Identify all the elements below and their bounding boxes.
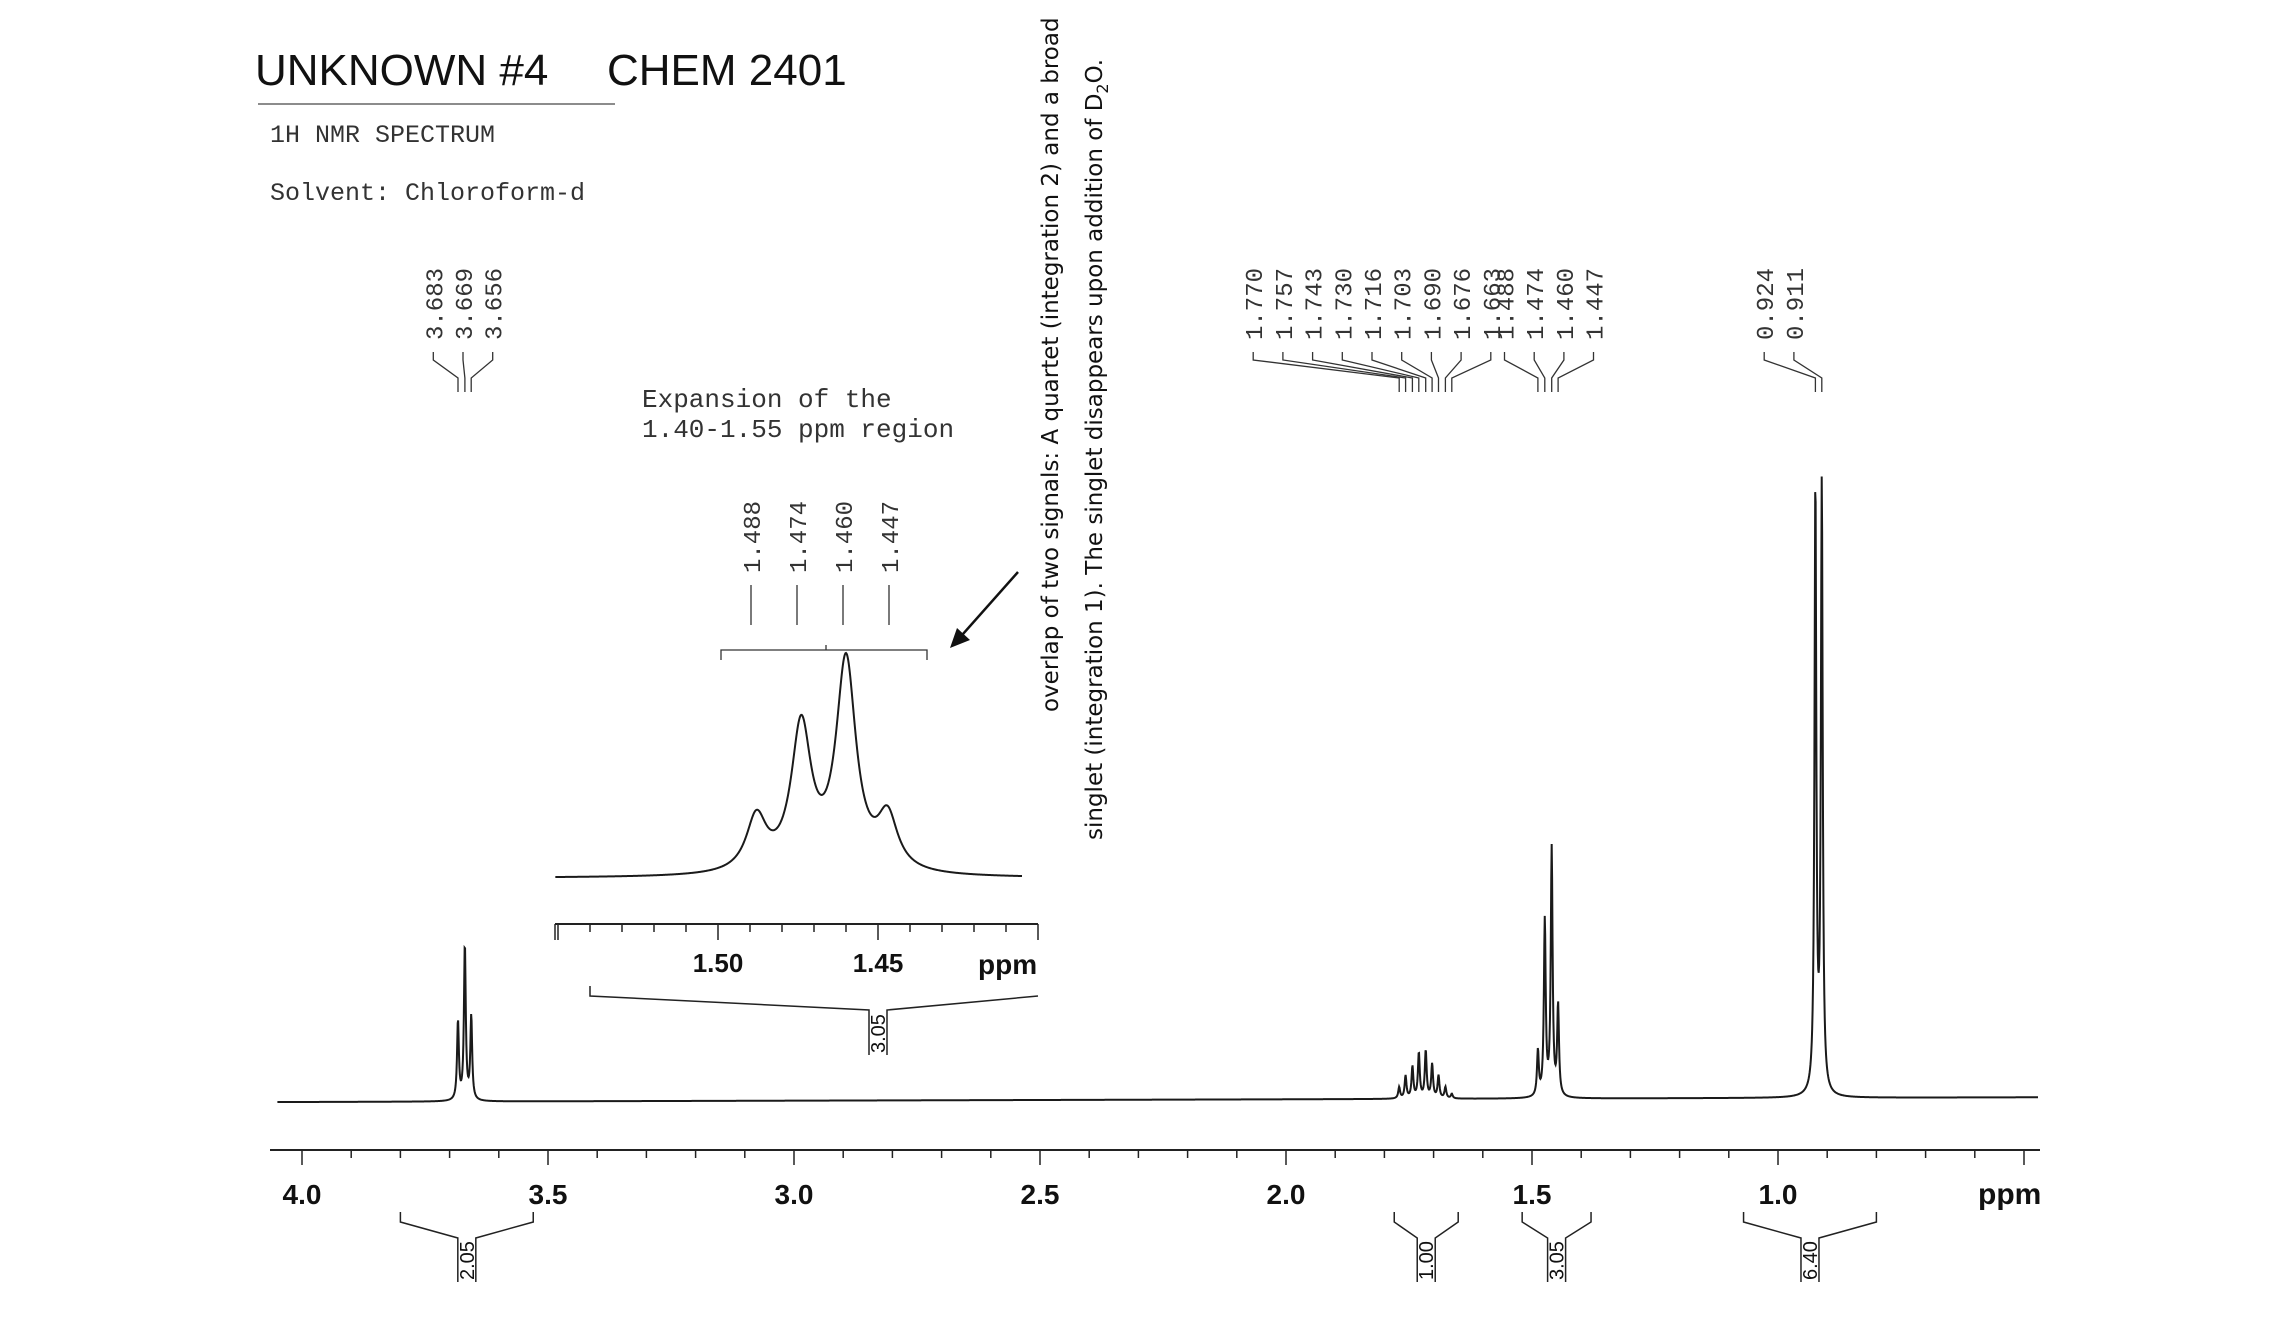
inset-integration-value: 3.05 (868, 1014, 890, 1053)
inset-x-axis-unit: ppm (978, 949, 1037, 980)
main-peak-label: 3.669 (453, 268, 480, 340)
annotation-line2-sub: 2 (1093, 83, 1112, 93)
inset-peak-label: 1.447 (879, 501, 906, 573)
main-peak-label: 1.716 (1362, 268, 1389, 340)
main-ticks (301, 1150, 2025, 1165)
inset-ticks (554, 924, 1039, 940)
main-peak-leader (1401, 352, 1433, 392)
main-integration-bracket (1393, 1212, 1459, 1282)
main-peak-leader (1430, 352, 1440, 392)
main-peak-leader (1282, 352, 1407, 392)
main-peak-leader (1551, 352, 1565, 392)
main-peak-leader (1444, 352, 1462, 392)
main-peak-label: 1.676 (1451, 268, 1478, 340)
inset-integration: 3.05 (589, 986, 1039, 1055)
main-peak-leader (432, 352, 459, 392)
inset-title-line2: 1.40-1.55 ppm region (642, 415, 954, 445)
main-peak-leader (1793, 352, 1823, 392)
main-integration-bracket (1521, 1212, 1592, 1282)
inset-peak-label: 1.488 (741, 501, 768, 573)
main-tick-label: 3.0 (775, 1179, 814, 1210)
main-plot: 4.0 3.5 3.0 2.5 2.0 1.5 1.0 ppm 3.683 3.669 3.65… (270, 268, 2041, 1282)
main-peak-labels: 3.683 3.669 3.656 1.770 1.757 1.743 1.730 1.716… (423, 268, 1823, 392)
main-peak-label: 1.703 (1392, 268, 1419, 340)
main-x-axis-unit: ppm (1978, 1178, 2041, 1211)
main-peak-label: 0.924 (1754, 268, 1781, 340)
annotation-line2: singlet (integration 1). The singlet dis… (1082, 59, 1112, 840)
main-integration-bracket (1742, 1212, 1878, 1282)
main-tick-labels: 4.0 3.5 3.0 2.5 2.0 1.5 1.0 (283, 1179, 1798, 1210)
main-peak-leader (1371, 352, 1427, 392)
annotation: overlap of two signals: A quartet (integ… (1038, 17, 1112, 840)
main-peak-leader (1341, 352, 1420, 392)
main-peak-leader (1503, 352, 1539, 392)
main-peak-label: 1.663 (1481, 268, 1508, 340)
main-tick-label: 1.0 (1759, 1179, 1798, 1210)
annotation-line2-a: singlet (integration 1). The singlet dis… (1082, 94, 1108, 840)
main-peak-label: 1.743 (1303, 268, 1330, 340)
main-peak-label: 0.911 (1784, 268, 1811, 340)
main-tick-label: 2.5 (1021, 1179, 1060, 1210)
main-tick-label: 3.5 (529, 1179, 568, 1210)
main-peak-label: 1.460 (1554, 268, 1581, 340)
main-peak-label: 1.488 (1494, 268, 1521, 340)
main-peak-leader (462, 352, 466, 392)
inset-tick-labels: 1.50 1.45 (693, 948, 904, 978)
main-peak-leader (1252, 352, 1400, 392)
main-peak-label: 3.656 (483, 268, 510, 340)
main-peak-leader (1451, 352, 1492, 392)
main-integrations: 2.05 1.00 3.05 6.40 (399, 1212, 1878, 1282)
main-peak-leader (1763, 352, 1817, 392)
main-peak-label: 1.447 (1584, 268, 1611, 340)
main-peak-label: 3.683 (423, 268, 450, 340)
main-integration-value: 3.05 (1547, 1241, 1569, 1280)
inset-peak-label: 1.474 (787, 501, 814, 573)
main-peak-leader (1557, 352, 1595, 392)
annotation-line1: overlap of two signals: A quartet (integ… (1038, 17, 1064, 712)
main-peak-leader (1311, 352, 1414, 392)
inset-tick-label: 1.50 (693, 948, 744, 978)
main-peak-label: 1.690 (1421, 268, 1448, 340)
main-peak-label: 1.770 (1243, 268, 1270, 340)
annotation-arrow (954, 571, 1019, 644)
main-integration-value: 6.40 (1800, 1241, 1822, 1280)
inset-peak-bracket (720, 645, 928, 660)
main-peak-label: 1.757 (1273, 268, 1300, 340)
solvent-label: Solvent: Chloroform-d (270, 179, 585, 208)
main-tick-label: 2.0 (1267, 1179, 1306, 1210)
inset-peak-labels: 1.488 1.474 1.460 1.447 (720, 501, 928, 660)
title-unknown: UNKNOWN #4 (255, 46, 548, 95)
inset-title-line1: Expansion of the (642, 385, 892, 415)
title-course: CHEM 2401 (607, 46, 847, 95)
annotation-line2-b: O. (1082, 59, 1108, 83)
annotation-arrowhead (950, 628, 970, 648)
main-spectrum-line (277, 476, 2038, 1104)
spectrum-type-label: 1H NMR SPECTRUM (270, 121, 495, 150)
inset-tick-label: 1.45 (853, 948, 904, 978)
main-peak-leader (1533, 352, 1546, 392)
main-tick-label: 4.0 (283, 1179, 322, 1210)
inset-plot: Expansion of the 1.40-1.55 ppm region 1.… (554, 385, 1039, 1055)
main-peak-leader (470, 352, 494, 392)
main-integration-bracket (399, 1212, 534, 1282)
inset-spectrum-line (555, 651, 1023, 879)
inset-integration-bracket (589, 986, 1039, 1055)
inset-peak-label: 1.460 (833, 501, 860, 573)
main-integration-value: 1.00 (1416, 1241, 1438, 1280)
main-integration-value: 2.05 (457, 1241, 479, 1280)
main-tick-label: 1.5 (1513, 1179, 1552, 1210)
main-peak-label: 1.730 (1332, 268, 1359, 340)
main-peak-label: 1.474 (1524, 268, 1551, 340)
